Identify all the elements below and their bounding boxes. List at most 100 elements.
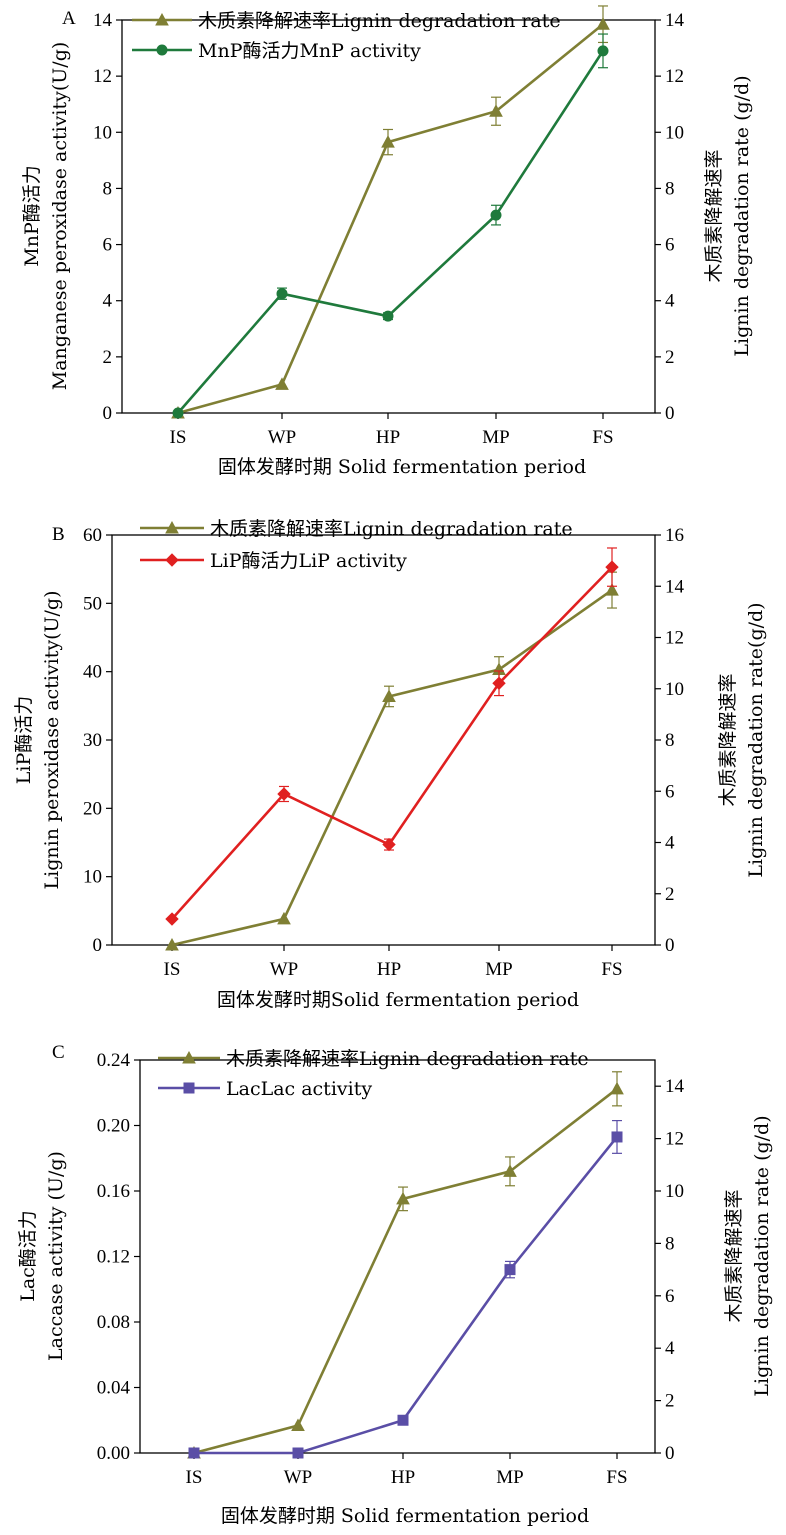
panel-a-left-tick-label: 6 xyxy=(103,235,113,256)
panel-c-x-tick-label: IS xyxy=(186,1467,203,1488)
panel-a-legend: 木质素降解速率Lignin degradation rate MnP酶活力MnP… xyxy=(132,10,561,62)
panel-a-left-ticks: 0 2 4 6 8 10 12 14 xyxy=(93,10,122,424)
panel-b-legend: 木质素降解速率Lignin degradation rate LiP酶活力LiP… xyxy=(140,518,573,572)
panel-b-x-tick-label: WP xyxy=(270,959,299,980)
panel-b-series xyxy=(165,547,619,951)
panel-b-x-axis-title: 固体发酵时期Solid fermentation period xyxy=(217,989,579,1011)
panel-a-right-tick-label: 8 xyxy=(665,178,675,199)
panel-b-series-0-line xyxy=(171,589,613,947)
panel-c-right-tick-label: 0 xyxy=(665,1443,675,1464)
panel-b-left-tick-label: 30 xyxy=(83,730,102,751)
panel-c-right-axis-title-line2: Lignin degradation rate (g/d) xyxy=(751,1115,773,1396)
panel-c-x-tick-label: HP xyxy=(391,1467,415,1488)
panel-c-legend-marker xyxy=(182,1050,196,1064)
panel-b-legend-swatch-marker xyxy=(165,553,179,567)
panel-a-left-tick-label: 4 xyxy=(103,291,113,312)
panel-c-legend-swatch-marker xyxy=(182,1050,196,1064)
panel-b-right-tick-label: 2 xyxy=(665,884,675,905)
panel-c-series-1-line xyxy=(194,1136,619,1455)
panel-b-right-tick-label: 10 xyxy=(665,679,684,700)
panel-a-right-tick-label: 6 xyxy=(665,235,675,256)
panel-c-right-tick-label: 10 xyxy=(665,1181,684,1202)
panel-b-x-tick-label: HP xyxy=(377,959,401,980)
panel-b-series-1-point xyxy=(277,787,291,801)
panel-b-legend-marker xyxy=(165,553,179,567)
panel-b-x-ticks: IS WP HP MP FS xyxy=(164,945,623,980)
panel-c-right-tick-label: 8 xyxy=(665,1233,675,1254)
panel-b-right-tick-label: 4 xyxy=(665,833,675,854)
panel-a: A 0 2 4 6 8 10 12 14 0 2 4 6 8 10 12 14 IS WP HP MP FS 固体发… xyxy=(21,5,753,478)
panel-c-left-tick-label: 0.00 xyxy=(97,1443,130,1464)
panel-c-right-ticks: 0 2 4 6 8 10 12 14 xyxy=(655,1076,685,1464)
panel-c-right-tick-label: 14 xyxy=(665,1076,685,1097)
panel-b-left-tick-label: 20 xyxy=(83,798,102,819)
panel-c-series-1-point xyxy=(611,1131,623,1143)
panel-a-left-tick-label: 10 xyxy=(93,122,112,143)
panel-b-legend-item-lignin: 木质素降解速率Lignin degradation rate xyxy=(140,518,573,540)
panel-b-legend-label-lip: LiP酶活力LiP activity xyxy=(210,550,407,572)
panel-c-left-tick-label: 0.16 xyxy=(97,1181,130,1202)
panel-b-left-tick-label: 0 xyxy=(93,935,103,956)
panel-a-legend-swatch-marker xyxy=(155,12,169,26)
panel-a-right-tick-label: 0 xyxy=(665,403,675,424)
panel-c-legend: 木质素降解速率Lignin degradation rate LacLac ac… xyxy=(158,1048,589,1100)
panel-b-left-ticks: 0 10 20 30 40 50 60 xyxy=(83,525,112,956)
panel-c-left-tick-label: 0.24 xyxy=(97,1050,131,1071)
panel-a-right-ticks: 0 2 4 6 8 10 12 14 xyxy=(655,10,685,424)
panel-c-left-ticks: 0.00 0.04 0.08 0.12 0.16 0.20 0.24 xyxy=(97,1050,140,1464)
panel-c-series-0-point xyxy=(396,1191,410,1205)
panel-b-right-ticks: 0 2 4 6 8 10 12 14 16 xyxy=(655,525,685,956)
panel-a-legend-label-mnp: MnP酶活力MnP activity xyxy=(198,40,421,62)
panel-b-x-tick-label: MP xyxy=(485,959,512,980)
panel-a-x-tick-label: IS xyxy=(170,427,187,448)
panel-b-series-0-point xyxy=(277,911,291,925)
panel-a-legend-item-mnp: MnP酶活力MnP activity xyxy=(132,40,421,62)
panel-a-right-axis-title-line2: Lignin degradation rate (g/d) xyxy=(731,75,753,356)
panel-b-series-1-point xyxy=(382,837,396,852)
panel-a-right-axis-title-line1: 木质素降解速率 xyxy=(703,149,725,282)
panel-b-legend-label-lignin: 木质素降解速率Lignin degradation rate xyxy=(210,518,573,540)
panel-b-right-tick-label: 0 xyxy=(665,935,675,956)
panel-a-series-1-line xyxy=(177,50,605,414)
panel-b-legend-marker xyxy=(165,520,179,534)
panel-b-plot-frame xyxy=(111,534,656,946)
panel-a-legend-swatch-marker xyxy=(156,44,168,56)
panel-b-right-tick-label: 6 xyxy=(665,781,675,802)
panel-b-series-1-line xyxy=(171,566,613,920)
panel-c: C 0.00 0.04 0.08 0.12 0.16 0.20 0.24 0 2 4 6 8 10 12… xyxy=(17,1042,773,1527)
panel-a-right-tick-label: 12 xyxy=(665,66,684,87)
panel-c-series-0-point xyxy=(503,1164,517,1177)
panel-c-x-axis-title: 固体发酵时期 Solid fermentation period xyxy=(221,1505,589,1527)
panel-c-right-tick-label: 2 xyxy=(665,1391,675,1412)
panel-c-letter: C xyxy=(52,1042,65,1063)
panel-c-series xyxy=(187,1071,624,1459)
panel-b-series-1-point xyxy=(605,560,619,574)
panel-c-legend-marker xyxy=(183,1082,195,1094)
panel-c-x-tick-label: MP xyxy=(496,1467,523,1488)
panel-b-left-tick-label: 40 xyxy=(83,662,102,683)
panel-c-right-tick-label: 6 xyxy=(665,1286,675,1307)
panel-a-series-0-point xyxy=(275,377,289,390)
panel-b-legend-swatch-marker xyxy=(165,520,179,534)
panel-a-x-tick-label: FS xyxy=(592,427,613,448)
panel-c-series-0-line xyxy=(193,1087,618,1455)
panel-c-right-tick-label: 12 xyxy=(665,1129,684,1150)
panel-b: B 0 10 20 30 40 50 60 0 2 4 6 8 10 12 14 16 IS WP HP MP FS… xyxy=(13,518,767,1011)
panel-a-left-tick-label: 0 xyxy=(103,403,113,424)
panel-c-legend-swatch-marker xyxy=(183,1082,195,1094)
panel-c-legend-item-lignin: 木质素降解速率Lignin degradation rate xyxy=(158,1048,589,1070)
panel-c-series-1-point xyxy=(292,1447,304,1459)
panel-c-series-1 xyxy=(188,1119,623,1459)
panel-a-x-tick-label: WP xyxy=(268,427,297,448)
panel-c-left-axis-title-line2: Laccase activity (U/g) xyxy=(45,1151,67,1361)
panel-a-series-0-point xyxy=(596,17,610,30)
panel-a-series-0-point xyxy=(381,135,395,148)
panel-a-series-1 xyxy=(172,33,609,419)
panel-c-left-tick-label: 0.08 xyxy=(97,1312,130,1333)
panel-a-series-0-line xyxy=(177,23,604,415)
panel-a-x-axis-title: 固体发酵时期 Solid fermentation period xyxy=(218,456,586,478)
panel-c-right-axis-title-line1: 木质素降解速率 xyxy=(723,1189,745,1322)
panel-b-left-axis-title-line2: Lignin peroxidase activity(U/g) xyxy=(41,591,63,890)
panel-a-x-tick-label: MP xyxy=(482,427,509,448)
